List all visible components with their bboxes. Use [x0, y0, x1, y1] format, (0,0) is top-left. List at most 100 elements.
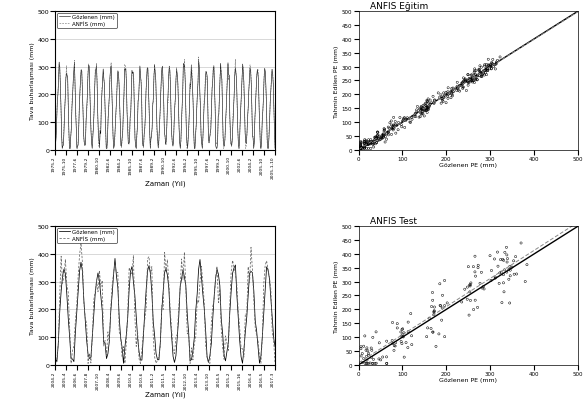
Point [357, 350, 367, 357]
Point [503, 256, 512, 262]
Point [436, 101, 446, 107]
Point [400, 125, 409, 131]
Point [466, 77, 475, 84]
Point [392, 325, 402, 331]
Point [416, 107, 426, 114]
Gözlenen (mm) [144, 269, 151, 273]
Point [463, 79, 472, 85]
Point [366, 140, 375, 146]
Point [480, 62, 489, 69]
Point [422, 105, 432, 111]
Gözlenen (mm) [260, 77, 267, 81]
Point [362, 357, 371, 363]
Legend: Gözlenen (mm), ANFİS (mm): Gözlenen (mm), ANFİS (mm) [57, 228, 117, 243]
Point [480, 73, 489, 79]
Point [371, 329, 381, 335]
Point [371, 360, 381, 367]
Point [464, 79, 473, 86]
Point [486, 64, 495, 70]
Point [425, 315, 434, 322]
X-axis label: Zaman (Yıl): Zaman (Yıl) [145, 390, 186, 397]
Point [364, 146, 373, 152]
Point [377, 136, 387, 142]
ANFİS (mm) [79, 107, 86, 112]
Point [429, 101, 439, 107]
Point [404, 116, 413, 123]
Point [491, 274, 500, 280]
Point [459, 79, 468, 85]
Gözlenen (mm) [126, 142, 133, 147]
Point [468, 78, 477, 85]
Point [385, 120, 395, 127]
Point [429, 312, 439, 318]
Point [415, 107, 425, 113]
Point [495, 270, 505, 276]
Point [372, 140, 381, 146]
Gözlenen (mm) [52, 357, 59, 362]
Point [382, 360, 391, 367]
Point [442, 90, 451, 96]
Point [465, 282, 474, 288]
Point [370, 139, 380, 145]
Point [364, 352, 373, 358]
Point [369, 141, 378, 147]
Point [463, 72, 472, 79]
Point [364, 350, 373, 357]
Point [423, 325, 432, 331]
Point [369, 142, 378, 148]
Point [394, 120, 403, 126]
Point [491, 275, 500, 282]
Point [470, 77, 479, 83]
Point [397, 326, 406, 333]
Point [356, 146, 366, 152]
Point [411, 112, 420, 118]
Point [440, 93, 449, 99]
Point [484, 63, 493, 69]
Point [360, 141, 370, 147]
Point [392, 321, 402, 327]
Line: Gözlenen (mm): Gözlenen (mm) [55, 61, 275, 149]
Point [466, 280, 475, 286]
Point [424, 105, 433, 111]
Point [426, 326, 436, 332]
Point [492, 61, 501, 68]
Point [369, 360, 378, 367]
Point [398, 326, 407, 332]
Point [382, 354, 391, 360]
Point [420, 108, 429, 115]
Point [396, 329, 405, 335]
Gözlenen (mm) [149, 126, 156, 131]
Point [361, 138, 370, 144]
Point [366, 141, 376, 148]
Point [486, 66, 496, 72]
Point [470, 269, 479, 275]
Point [356, 143, 366, 150]
Point [461, 79, 471, 85]
Point [418, 107, 427, 113]
Point [398, 334, 407, 340]
Point [471, 68, 481, 75]
Point [485, 65, 494, 71]
Point [459, 75, 468, 82]
Point [377, 135, 386, 141]
Point [380, 128, 389, 134]
Point [498, 257, 507, 263]
Point [356, 139, 366, 146]
Point [398, 331, 408, 338]
Point [449, 85, 458, 92]
Point [360, 137, 370, 144]
Point [416, 105, 426, 111]
Point [472, 77, 482, 84]
Point [507, 264, 517, 271]
Point [399, 115, 409, 122]
Point [499, 280, 508, 286]
Point [458, 81, 467, 88]
Point [410, 114, 419, 120]
Point [391, 340, 401, 346]
Point [511, 254, 520, 260]
Gözlenen (mm) [118, 144, 125, 149]
Point [430, 308, 439, 314]
Line: Gözlenen (mm): Gözlenen (mm) [55, 259, 275, 363]
Point [388, 124, 397, 130]
Point [466, 298, 475, 304]
